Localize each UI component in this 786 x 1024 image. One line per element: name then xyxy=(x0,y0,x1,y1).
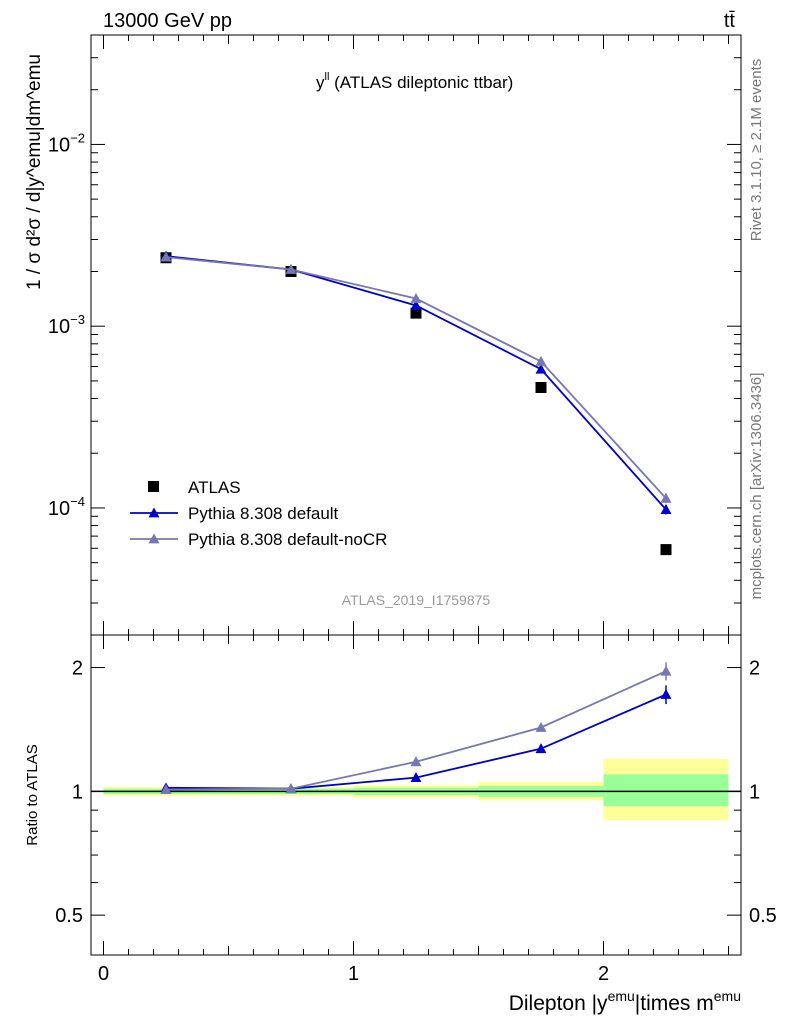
tick-label-base: 10 xyxy=(48,316,70,338)
main-panel-title: yll (ATLAS dileptonic ttbar) xyxy=(316,71,513,92)
main-y-tick-label: 10−4 xyxy=(48,494,85,520)
ratio-y-axis-label: Ratio to ATLAS xyxy=(24,744,41,845)
x-tick-label: 2 xyxy=(598,963,609,985)
tick-label-exponent: −2 xyxy=(70,130,85,145)
ratio-data-point xyxy=(535,743,547,754)
x-tick-label: 0 xyxy=(98,963,109,985)
tick-label-exponent: −3 xyxy=(70,312,85,327)
mc-data-point xyxy=(285,264,297,274)
ratio-data-point xyxy=(535,721,547,732)
ratio-data-point xyxy=(410,772,422,783)
mc-data-point xyxy=(160,251,172,262)
legend-label: Pythia 8.308 default-noCR xyxy=(188,530,387,549)
ratio-y-tick-label: 0.5 xyxy=(55,905,83,927)
rivet-version-label: Rivet 3.1.10, ≥ 2.1M events xyxy=(748,59,765,242)
x-tick-label: 1 xyxy=(348,963,359,985)
mc-data-point xyxy=(535,355,547,366)
mc-data-point xyxy=(410,293,422,303)
ratio-y-tick-label: 2 xyxy=(72,658,83,680)
ratio-band-green-3 xyxy=(603,774,729,807)
series-pythia-8-308-default xyxy=(160,250,672,515)
ratio-data-point xyxy=(285,783,297,794)
tick-label-base: 10 xyxy=(48,498,70,520)
title-description: (ATLAS dileptonic ttbar) xyxy=(329,73,513,92)
atlas-data-point xyxy=(535,381,547,393)
mc-data-point xyxy=(410,299,422,310)
ratio-data-point xyxy=(160,784,172,794)
x-axis-label-sup2: emu xyxy=(714,988,741,1004)
legend-entry: Pythia 8.308 default-noCR xyxy=(130,530,387,549)
main-y-tick-label: 10−2 xyxy=(48,130,85,156)
header-process-label: tt̄ xyxy=(724,10,736,32)
mcplots-reference-label: mcplots.cern.ch [arXiv:1306.3436] xyxy=(748,373,765,600)
ratio-y-tick-label-right: 1 xyxy=(749,781,760,803)
ratio-series-pythia-8-308-default xyxy=(160,685,672,794)
x-axis-label-part2: |times m xyxy=(635,992,714,1015)
legend-marker-square xyxy=(148,481,159,492)
ratio-data-point xyxy=(410,756,422,767)
tick-label-base: 10 xyxy=(48,134,70,156)
tick-label-exponent: −4 xyxy=(70,494,85,509)
ratio-y-tick-label-right: 0.5 xyxy=(749,905,777,927)
title-variable: y xyxy=(316,73,325,92)
ratio-data-point xyxy=(660,665,672,676)
atlas-data-point xyxy=(410,307,422,319)
atlas-data-point xyxy=(660,544,672,556)
x-axis-label-part1: Dilepton |y xyxy=(509,992,608,1015)
legend-label: ATLAS xyxy=(188,478,241,497)
ratio-y-tick-label: 1 xyxy=(72,781,83,803)
main-y-axis-label: 1 / σ d²σ / d|y^emu|dm^emu xyxy=(24,54,45,290)
ratio-panel-frame xyxy=(90,634,742,956)
legend-entry: ATLAS xyxy=(148,478,241,497)
analysis-tag: ATLAS_2019_I1759875 xyxy=(342,592,491,608)
legend-label: Pythia 8.308 default xyxy=(188,504,339,523)
ratio-series-line xyxy=(165,670,667,791)
ratio-data-point xyxy=(660,688,672,699)
legend-marker-triangle xyxy=(148,507,160,518)
header-collision-label: 13000 GeV pp xyxy=(103,10,232,32)
title-superscript: ll xyxy=(325,71,330,83)
legend-marker-triangle xyxy=(148,533,160,544)
ratio-y-tick-label-right: 2 xyxy=(749,658,760,680)
x-axis-label: Dilepton |yemu|times memu xyxy=(509,988,741,1015)
series-pythia-8-308-default-nocr xyxy=(160,251,672,504)
ratio-series-pythia-8-308-default-nocr xyxy=(160,662,672,794)
main-y-tick-label: 10−3 xyxy=(48,312,85,338)
legend-entry: Pythia 8.308 default xyxy=(130,504,339,523)
mc-data-point xyxy=(535,363,547,374)
x-axis-label-sup1: emu xyxy=(608,988,635,1004)
